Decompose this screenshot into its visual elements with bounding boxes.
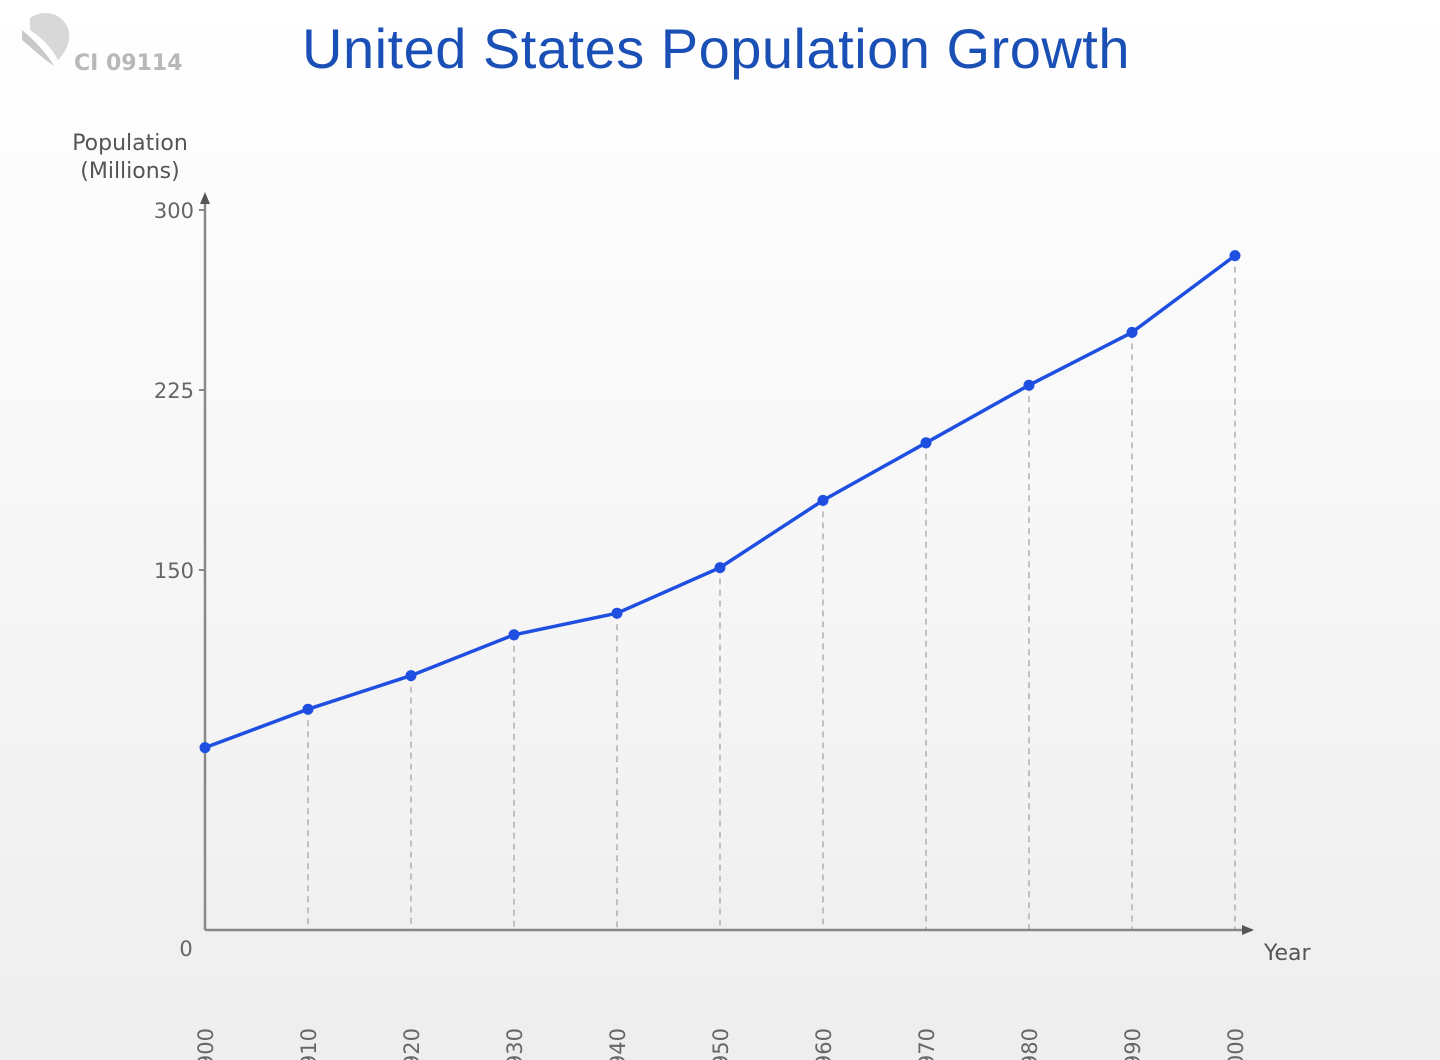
data-point — [817, 494, 829, 506]
x-axis-label: Year — [1263, 941, 1312, 966]
y-ticks: 0 150 225 300 — [154, 199, 205, 961]
x-axis-arrow-icon — [1242, 925, 1254, 935]
data-point — [714, 562, 726, 574]
data-point — [1023, 379, 1035, 391]
y-axis-label-line: (Millions) — [80, 159, 179, 184]
x-tick-label: 1960 — [812, 1028, 836, 1060]
y-tick-label: 0 — [179, 937, 192, 961]
data-point — [1126, 326, 1138, 338]
series-line — [203, 253, 1237, 750]
grid-lines — [307, 255, 1236, 930]
x-tick-label: 1900 — [194, 1028, 218, 1060]
data-point — [199, 742, 211, 754]
y-axis-label: Population (Millions) — [72, 131, 188, 184]
data-point — [1229, 250, 1241, 262]
y-tick-label: 150 — [154, 559, 194, 583]
x-tick-label: 1930 — [503, 1028, 527, 1060]
x-tick-label: 1910 — [297, 1028, 321, 1060]
chart-title: United States Population Growth — [302, 17, 1130, 80]
y-axis-arrow-icon — [200, 192, 210, 204]
x-tick-label: 1920 — [400, 1028, 424, 1060]
x-tick-label: 1990 — [1121, 1028, 1145, 1060]
y-tick-label: 300 — [154, 199, 194, 223]
logo-swoosh-icon — [22, 30, 54, 66]
data-point — [508, 629, 520, 641]
x-tick-label: 2000 — [1224, 1028, 1248, 1060]
series — [199, 250, 1241, 754]
data-point — [405, 670, 417, 682]
x-tick-label: 1980 — [1018, 1028, 1042, 1060]
x-tick-label: 1970 — [915, 1028, 939, 1060]
data-point — [302, 703, 314, 715]
logo-mark-icon — [30, 13, 70, 60]
y-tick-label: 225 — [154, 379, 194, 403]
logo-text: CI 09114 — [74, 51, 183, 76]
x-tick-label: 1940 — [606, 1028, 630, 1060]
logo: CI 09114 — [22, 13, 183, 76]
y-axis-label-line: Population — [72, 131, 188, 156]
axes — [200, 192, 1254, 935]
data-point — [920, 437, 932, 449]
x-ticks: 1900 1910 1920 1930 1940 1950 1960 1970 1980 1990… — [194, 1028, 1248, 1060]
data-point — [611, 607, 623, 619]
x-tick-label: 1950 — [709, 1028, 733, 1060]
